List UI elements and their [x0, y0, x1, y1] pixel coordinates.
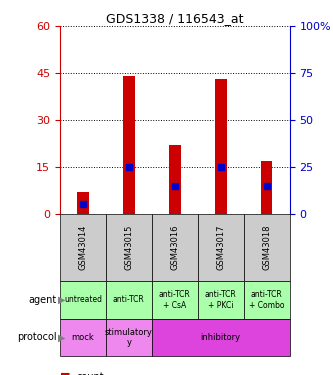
Text: anti-TCR: anti-TCR [113, 296, 145, 304]
Text: count: count [77, 372, 104, 375]
Text: GSM43015: GSM43015 [124, 225, 134, 270]
Text: protocol: protocol [17, 333, 57, 342]
Text: GSM43018: GSM43018 [262, 225, 271, 270]
Text: ▶: ▶ [58, 295, 66, 305]
Bar [152, 214, 198, 281]
Bar [106, 319, 152, 356]
Text: untreated: untreated [64, 296, 102, 304]
Text: stimulatory
y: stimulatory y [105, 328, 153, 347]
Bar [106, 214, 152, 281]
Text: ■: ■ [60, 372, 71, 375]
Bar [106, 281, 152, 319]
Text: agent: agent [28, 295, 57, 305]
Bar [169, 145, 180, 214]
Text: GSM43017: GSM43017 [216, 225, 225, 270]
Bar [60, 319, 106, 356]
Text: anti-TCR
+ Combo: anti-TCR + Combo [249, 290, 284, 310]
Bar [244, 214, 290, 281]
Text: GSM43014: GSM43014 [78, 225, 88, 270]
Title: GDS1338 / 116543_at: GDS1338 / 116543_at [106, 12, 243, 25]
Bar [198, 214, 244, 281]
Bar [77, 192, 89, 214]
Text: anti-TCR
+ CsA: anti-TCR + CsA [159, 290, 191, 310]
Bar [215, 80, 226, 214]
Bar [123, 76, 135, 214]
Bar [60, 281, 106, 319]
Text: ▶: ▶ [58, 333, 66, 342]
Bar [152, 319, 290, 356]
Bar [152, 281, 198, 319]
Text: inhibitory: inhibitory [201, 333, 241, 342]
Bar [60, 214, 106, 281]
Text: anti-TCR
+ PKCi: anti-TCR + PKCi [205, 290, 237, 310]
Bar [261, 160, 272, 214]
Text: GSM43016: GSM43016 [170, 225, 179, 270]
Bar [198, 281, 244, 319]
Bar [244, 281, 290, 319]
Text: mock: mock [72, 333, 94, 342]
